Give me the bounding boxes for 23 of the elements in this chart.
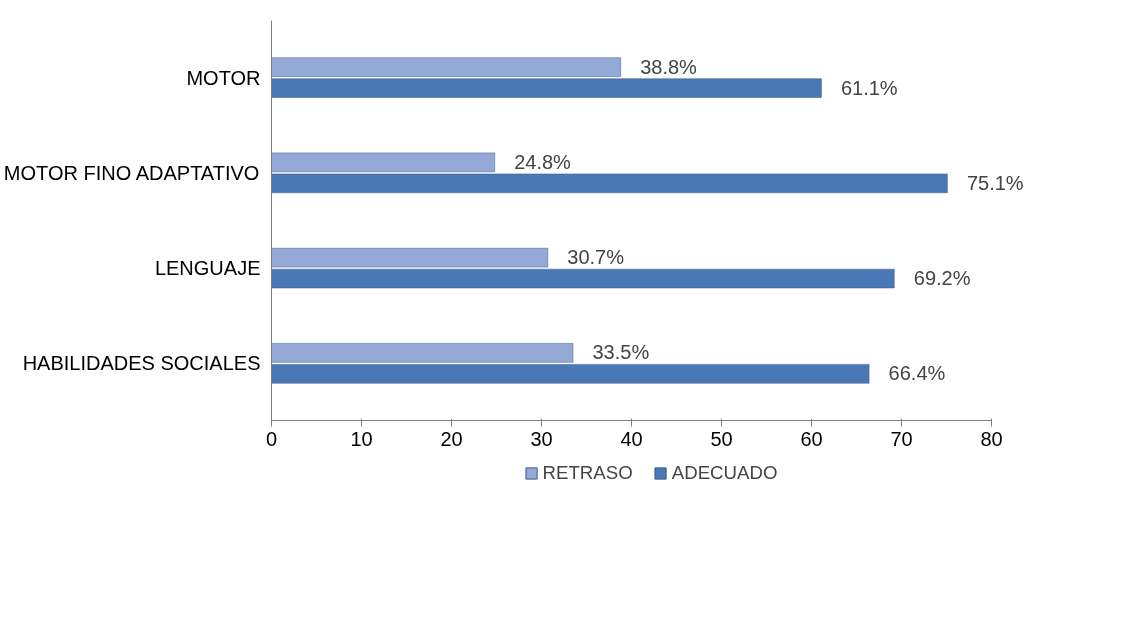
x-tick-label: 30 xyxy=(530,427,553,450)
x-tick-label: 80 xyxy=(980,427,1003,450)
y-tick-label: MOTOR xyxy=(186,66,261,89)
y-tick-label: LENGUAJE xyxy=(154,257,261,280)
data-label: 33.5% xyxy=(592,340,650,364)
data-label: 30.7% xyxy=(567,245,625,269)
legend-label: RETRASO xyxy=(542,462,633,484)
data-label: 66.4% xyxy=(888,361,946,385)
x-tick-label: 50 xyxy=(710,427,733,450)
x-tick-label: 10 xyxy=(350,427,373,450)
data-label: 38.8% xyxy=(640,55,697,79)
y-tick-label: MOTOR FINO ADAPTATIVO xyxy=(3,161,260,184)
x-tick-label: 60 xyxy=(800,427,823,450)
x-tick-label: 40 xyxy=(620,427,643,450)
data-label: 24.8% xyxy=(514,150,571,174)
data-label: 69.2% xyxy=(913,266,971,290)
y-tick-label: HABILIDADES SOCIALES xyxy=(22,352,261,375)
data-label: 61.1% xyxy=(840,76,898,100)
x-tick-label: 70 xyxy=(890,427,913,450)
x-tick-label: 20 xyxy=(440,427,463,450)
data-label: 75.1% xyxy=(966,171,1024,195)
x-tick-label: 0 xyxy=(265,427,278,450)
legend-label: ADECUADO xyxy=(671,462,778,484)
